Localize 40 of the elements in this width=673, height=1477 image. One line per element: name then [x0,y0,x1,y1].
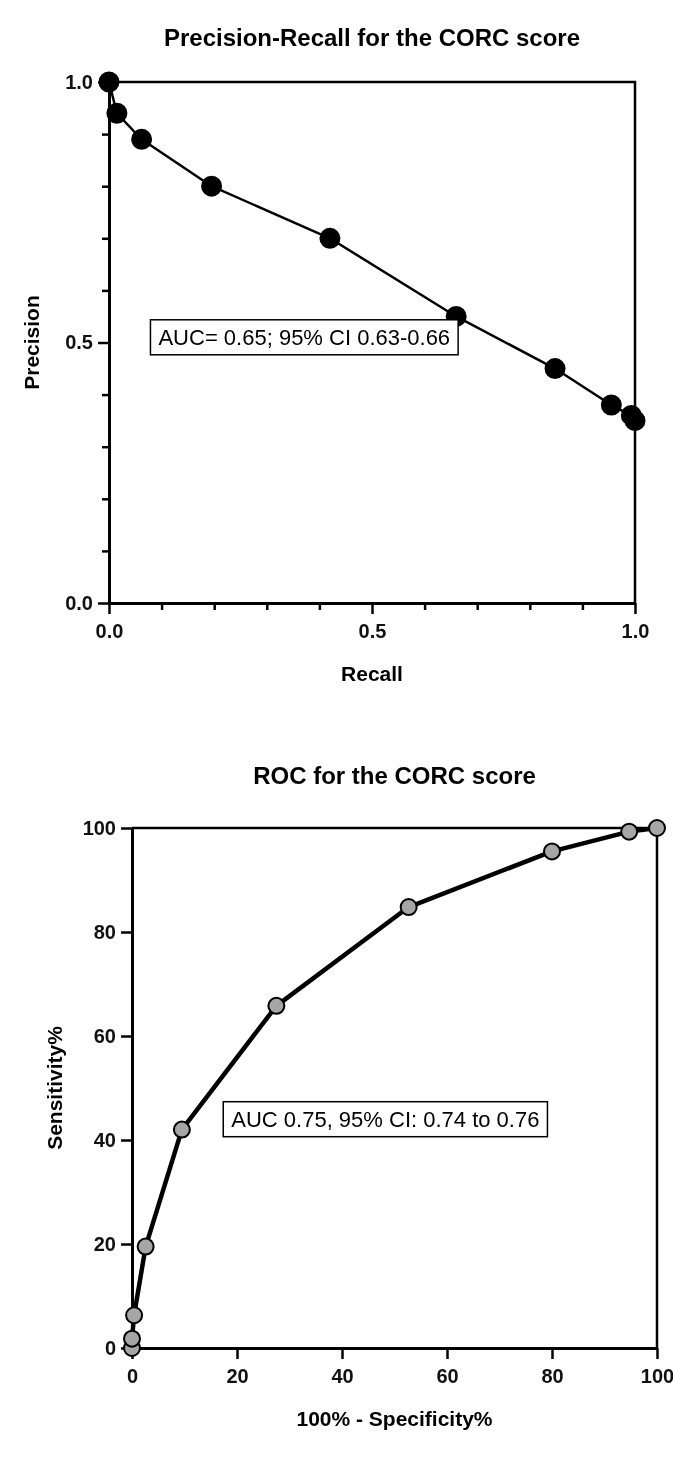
y-tick-label: 0.5 [65,331,93,354]
x-axis-title: 100% - Specificity% [296,1407,493,1430]
point [136,1237,155,1256]
x-tick-label: 40 [331,1365,354,1388]
x-tick-label: 20 [226,1365,249,1388]
y-tick-label: 0.0 [65,591,93,614]
point [544,358,566,380]
chart-title: Precision-Recall for the CORC score [163,24,581,51]
x-tick-label: 60 [436,1365,459,1388]
point [624,410,646,432]
point [201,175,223,197]
point [543,842,561,861]
point [399,898,418,917]
point [648,819,666,837]
x-axis-title: Recall [341,662,403,685]
x-tick-label: 0 [126,1365,139,1388]
point [106,102,128,124]
point [172,1120,191,1139]
point [319,227,341,249]
y-tick-label: 0 [104,1336,116,1359]
annotation: AUC 0.75, 95% CI: 0.74 to 0.76 [231,1106,540,1132]
chart-title: ROC for the CORC score [253,762,536,789]
y-tick-label: 80 [93,920,116,943]
y-tick-label: 1.0 [65,70,93,93]
y-tick-label: 20 [93,1232,116,1255]
x-tick-label: 80 [541,1365,564,1388]
point [600,394,622,416]
x-tick-label: 1.0 [621,620,650,643]
y-axis-title: Sensitivity% [43,1025,66,1150]
annotation: AUC= 0.65; 95% CI 0.63-0.66 [158,324,451,350]
y-tick-label: 100 [82,816,116,839]
x-tick-label: 0.5 [358,620,387,643]
y-tick-label: 60 [93,1024,116,1047]
point [125,1306,144,1325]
point [131,128,153,150]
y-axis-title: Precision [20,295,43,390]
point [620,822,639,841]
point [267,996,286,1015]
x-tick-label: 100 [640,1365,673,1388]
y-tick-label: 40 [93,1128,116,1151]
